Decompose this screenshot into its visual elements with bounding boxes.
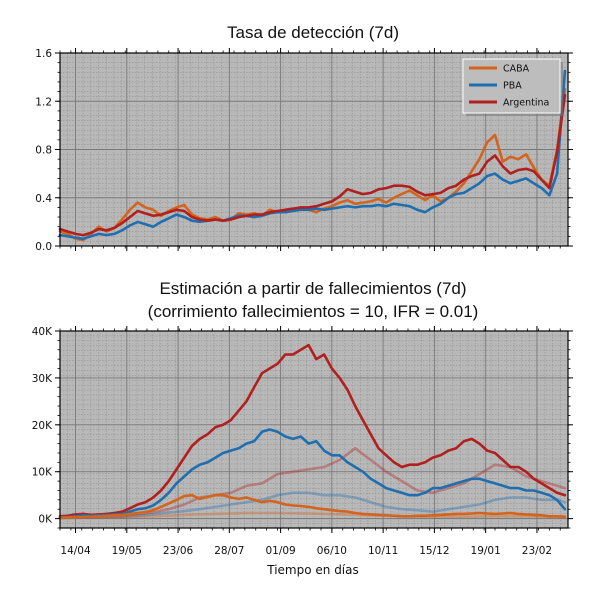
top-plot-area: 0.0 0.4 0.8 1.2 1.6 CABA PBA Argentina (35, 48, 573, 253)
y-tick-label: 0.8 (35, 145, 52, 157)
y-tick-label: 40K (32, 326, 53, 338)
x-tick-label: 01/09 (265, 545, 295, 557)
bottom-series-argentina (58, 343, 567, 518)
bottom-axes-frame (59, 330, 569, 529)
legend: CABA PBA Argentina (462, 58, 563, 116)
bottom-y-axis: 0K 10K 20K 30K 40K (32, 326, 573, 529)
y-tick-label: 1.6 (35, 48, 52, 60)
bottom-series-caba-tenue (58, 511, 567, 520)
bottom-series-pba (58, 428, 567, 519)
bottom-series-pba-tenue (58, 491, 567, 520)
y-tick-label: 20K (32, 420, 53, 432)
x-tick-label: 23/02 (522, 545, 552, 557)
top-y-axis: 0.0 0.4 0.8 1.2 1.6 (35, 48, 573, 253)
x-tick-label: 15/12 (419, 545, 449, 557)
bottom-x-axis: 14/04 19/05 23/06 28/07 01/09 06/10 10/11 15/12… (59, 326, 561, 557)
legend-label-pba: PBA (503, 81, 522, 92)
bottom-chart-xlabel: Tiempo en días (266, 563, 359, 577)
y-tick-label: 0K (38, 514, 53, 526)
x-tick-label: 14/04 (60, 545, 91, 557)
bottom-chart-title-line-2: (corrimiento fallecimientos = 10, IFR = … (148, 302, 479, 321)
top-x-axis (59, 48, 561, 251)
y-tick-label: 10K (32, 467, 53, 479)
y-tick-label: 1.2 (35, 96, 52, 108)
x-tick-label: 06/10 (317, 545, 347, 557)
bottom-chart-title-line-1: Estimación a partir de fallecimientos (7… (159, 279, 466, 298)
y-tick-label: 0.4 (35, 193, 52, 205)
x-tick-label: 19/01 (471, 545, 501, 557)
x-tick-label: 19/05 (112, 545, 142, 557)
legend-label-argentina: Argentina (503, 98, 549, 109)
x-tick-label: 23/06 (163, 545, 194, 557)
bottom-plot-area: 0K 10K 20K 30K 40K 14/04 19/05 23/06 28/07 01/09 0… (32, 326, 573, 557)
y-tick-label: 30K (32, 373, 53, 385)
y-tick-label: 0.0 (35, 241, 52, 253)
top-series-caba (58, 87, 567, 242)
x-tick-label: 10/11 (368, 545, 398, 557)
top-series-pba (58, 69, 567, 241)
bottom-series-argentina-tenue (58, 446, 567, 520)
top-series-argentina (58, 93, 567, 237)
top-chart-title: Tasa de detección (7d) (227, 23, 399, 42)
x-tick-label: 28/07 (214, 545, 244, 557)
legend-label-caba: CABA (503, 64, 530, 75)
bottom-series-caba (58, 493, 567, 520)
